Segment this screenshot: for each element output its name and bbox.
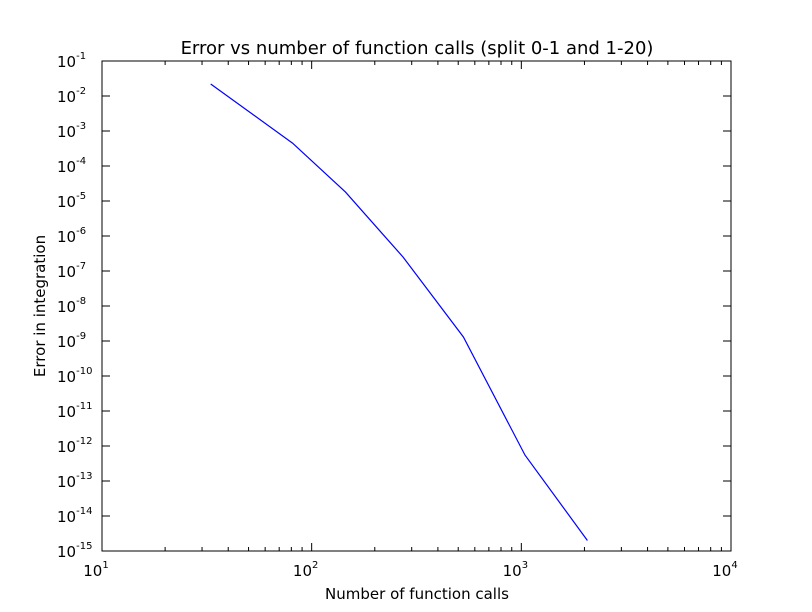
y-tick-label: 10-4 [57,156,86,176]
x-tick-label: 102 [293,560,318,580]
y-tick-label: 10-3 [57,121,86,141]
y-tick-label: 10-7 [57,261,86,281]
y-tick-label: 10-11 [57,401,92,421]
y-tick-label: 10-5 [57,191,86,211]
plot-frame [101,60,732,552]
y-tick-label: 10-2 [57,86,86,106]
x-axis-label: Number of function calls [325,585,509,603]
chart-title: Error vs number of function calls (split… [181,38,654,59]
x-tick-label: 101 [83,560,108,580]
y-tick-label: 10-1 [57,51,86,71]
y-tick-label: 10-12 [57,436,92,456]
y-tick-label: 10-8 [57,296,86,316]
x-tick-label: 104 [712,560,737,580]
y-tick-label: 10-15 [57,541,92,561]
y-tick-labels: 10-1 10-2 10-3 10-4 10-5 10-6 10-7 10-8 10-9 10-1… [57,51,92,561]
y-axis-label: Error in integration [31,235,49,377]
y-tick-label: 10-10 [57,366,92,386]
y-tick-label: 10-14 [57,506,92,526]
x-tick-labels: 101 102 103 104 [83,560,737,580]
y-tick-label: 10-13 [57,471,92,491]
y-tick-label: 10-6 [57,226,86,246]
x-tick-label: 103 [503,560,528,580]
axis-ticks [101,60,732,552]
y-tick-label: 10-9 [57,331,86,351]
series-line [210,83,588,541]
